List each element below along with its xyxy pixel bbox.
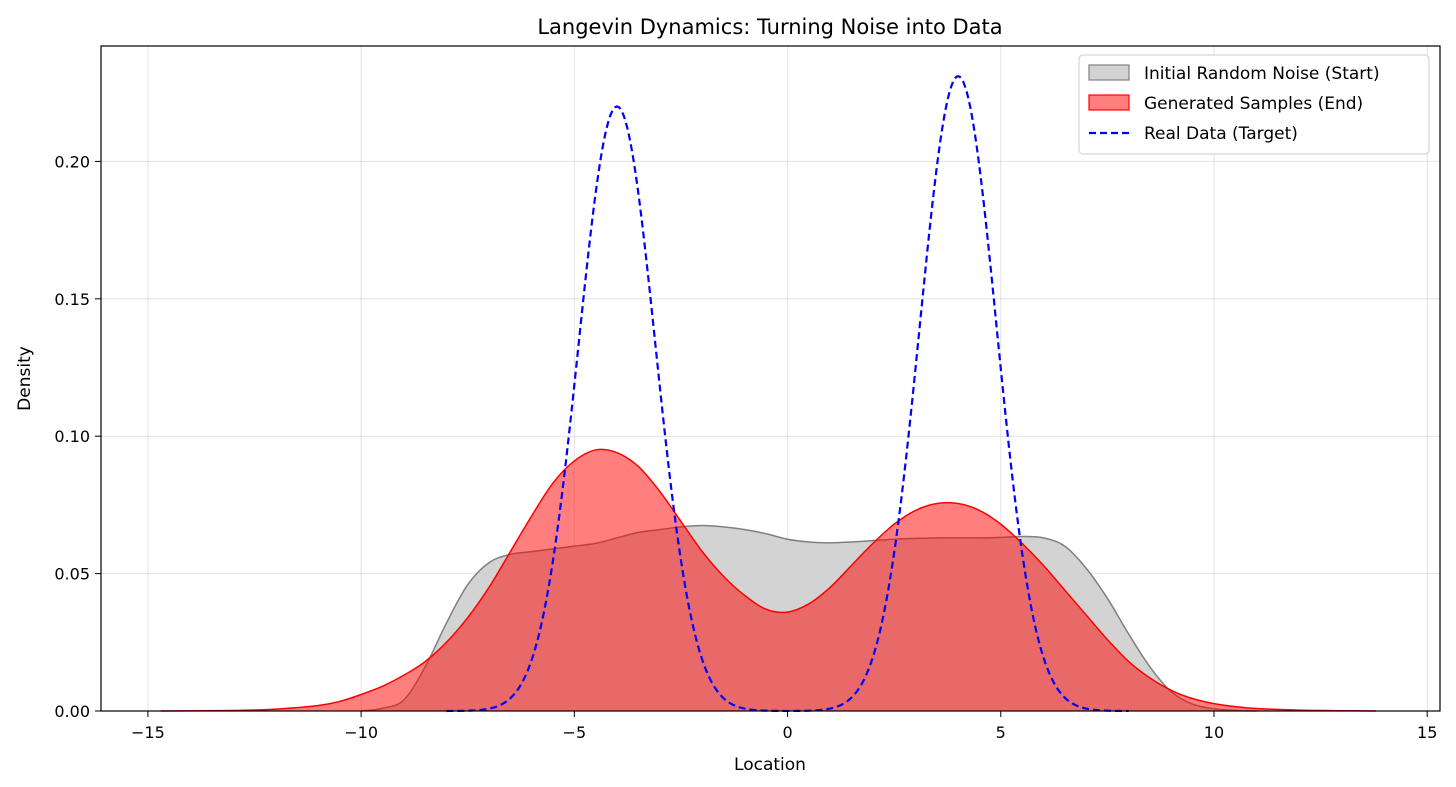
- x-tick-label: −5: [563, 723, 587, 742]
- chart-title: Langevin Dynamics: Turning Noise into Da…: [537, 15, 1002, 39]
- x-axis-label: Location: [734, 755, 806, 775]
- legend-frame: [1078, 54, 1430, 155]
- x-tick-label: 15: [1417, 723, 1437, 742]
- x-tick-label: −15: [131, 723, 165, 742]
- legend: Initial Random Noise (Start) Generated S…: [1078, 54, 1430, 155]
- axis-ticks: −15 −10 −5 0 5 10 15 0.00 0.05 0.10 0.15 0.20: [54, 152, 1437, 742]
- x-tick-label: 0: [782, 723, 792, 742]
- y-tick-label: 0.15: [54, 290, 90, 309]
- legend-label-generated-samples: Generated Samples (End): [1144, 94, 1363, 114]
- x-tick-label: −10: [344, 723, 378, 742]
- legend-swatch-initial-noise: [1088, 64, 1130, 81]
- y-tick-label: 0.05: [54, 565, 90, 584]
- legend-label-initial-noise: Initial Random Noise (Start): [1144, 64, 1380, 84]
- series-generated-samples-area-outline: [160, 448, 1377, 712]
- plot-frame: [100, 45, 1441, 712]
- legend-swatch-generated-samples: [1088, 94, 1130, 111]
- x-tick-label: 5: [996, 723, 1006, 742]
- y-tick-label: 0.10: [54, 427, 90, 446]
- y-tick-label: 0.20: [54, 152, 90, 171]
- series-generated-samples-area-fill: [160, 449, 1377, 711]
- y-axis-label: Density: [15, 346, 35, 411]
- y-tick-label: 0.00: [54, 702, 90, 721]
- legend-label-real-data: Real Data (Target): [1144, 124, 1298, 144]
- x-tick-label: 10: [1204, 723, 1224, 742]
- series-layer: [160, 75, 1377, 713]
